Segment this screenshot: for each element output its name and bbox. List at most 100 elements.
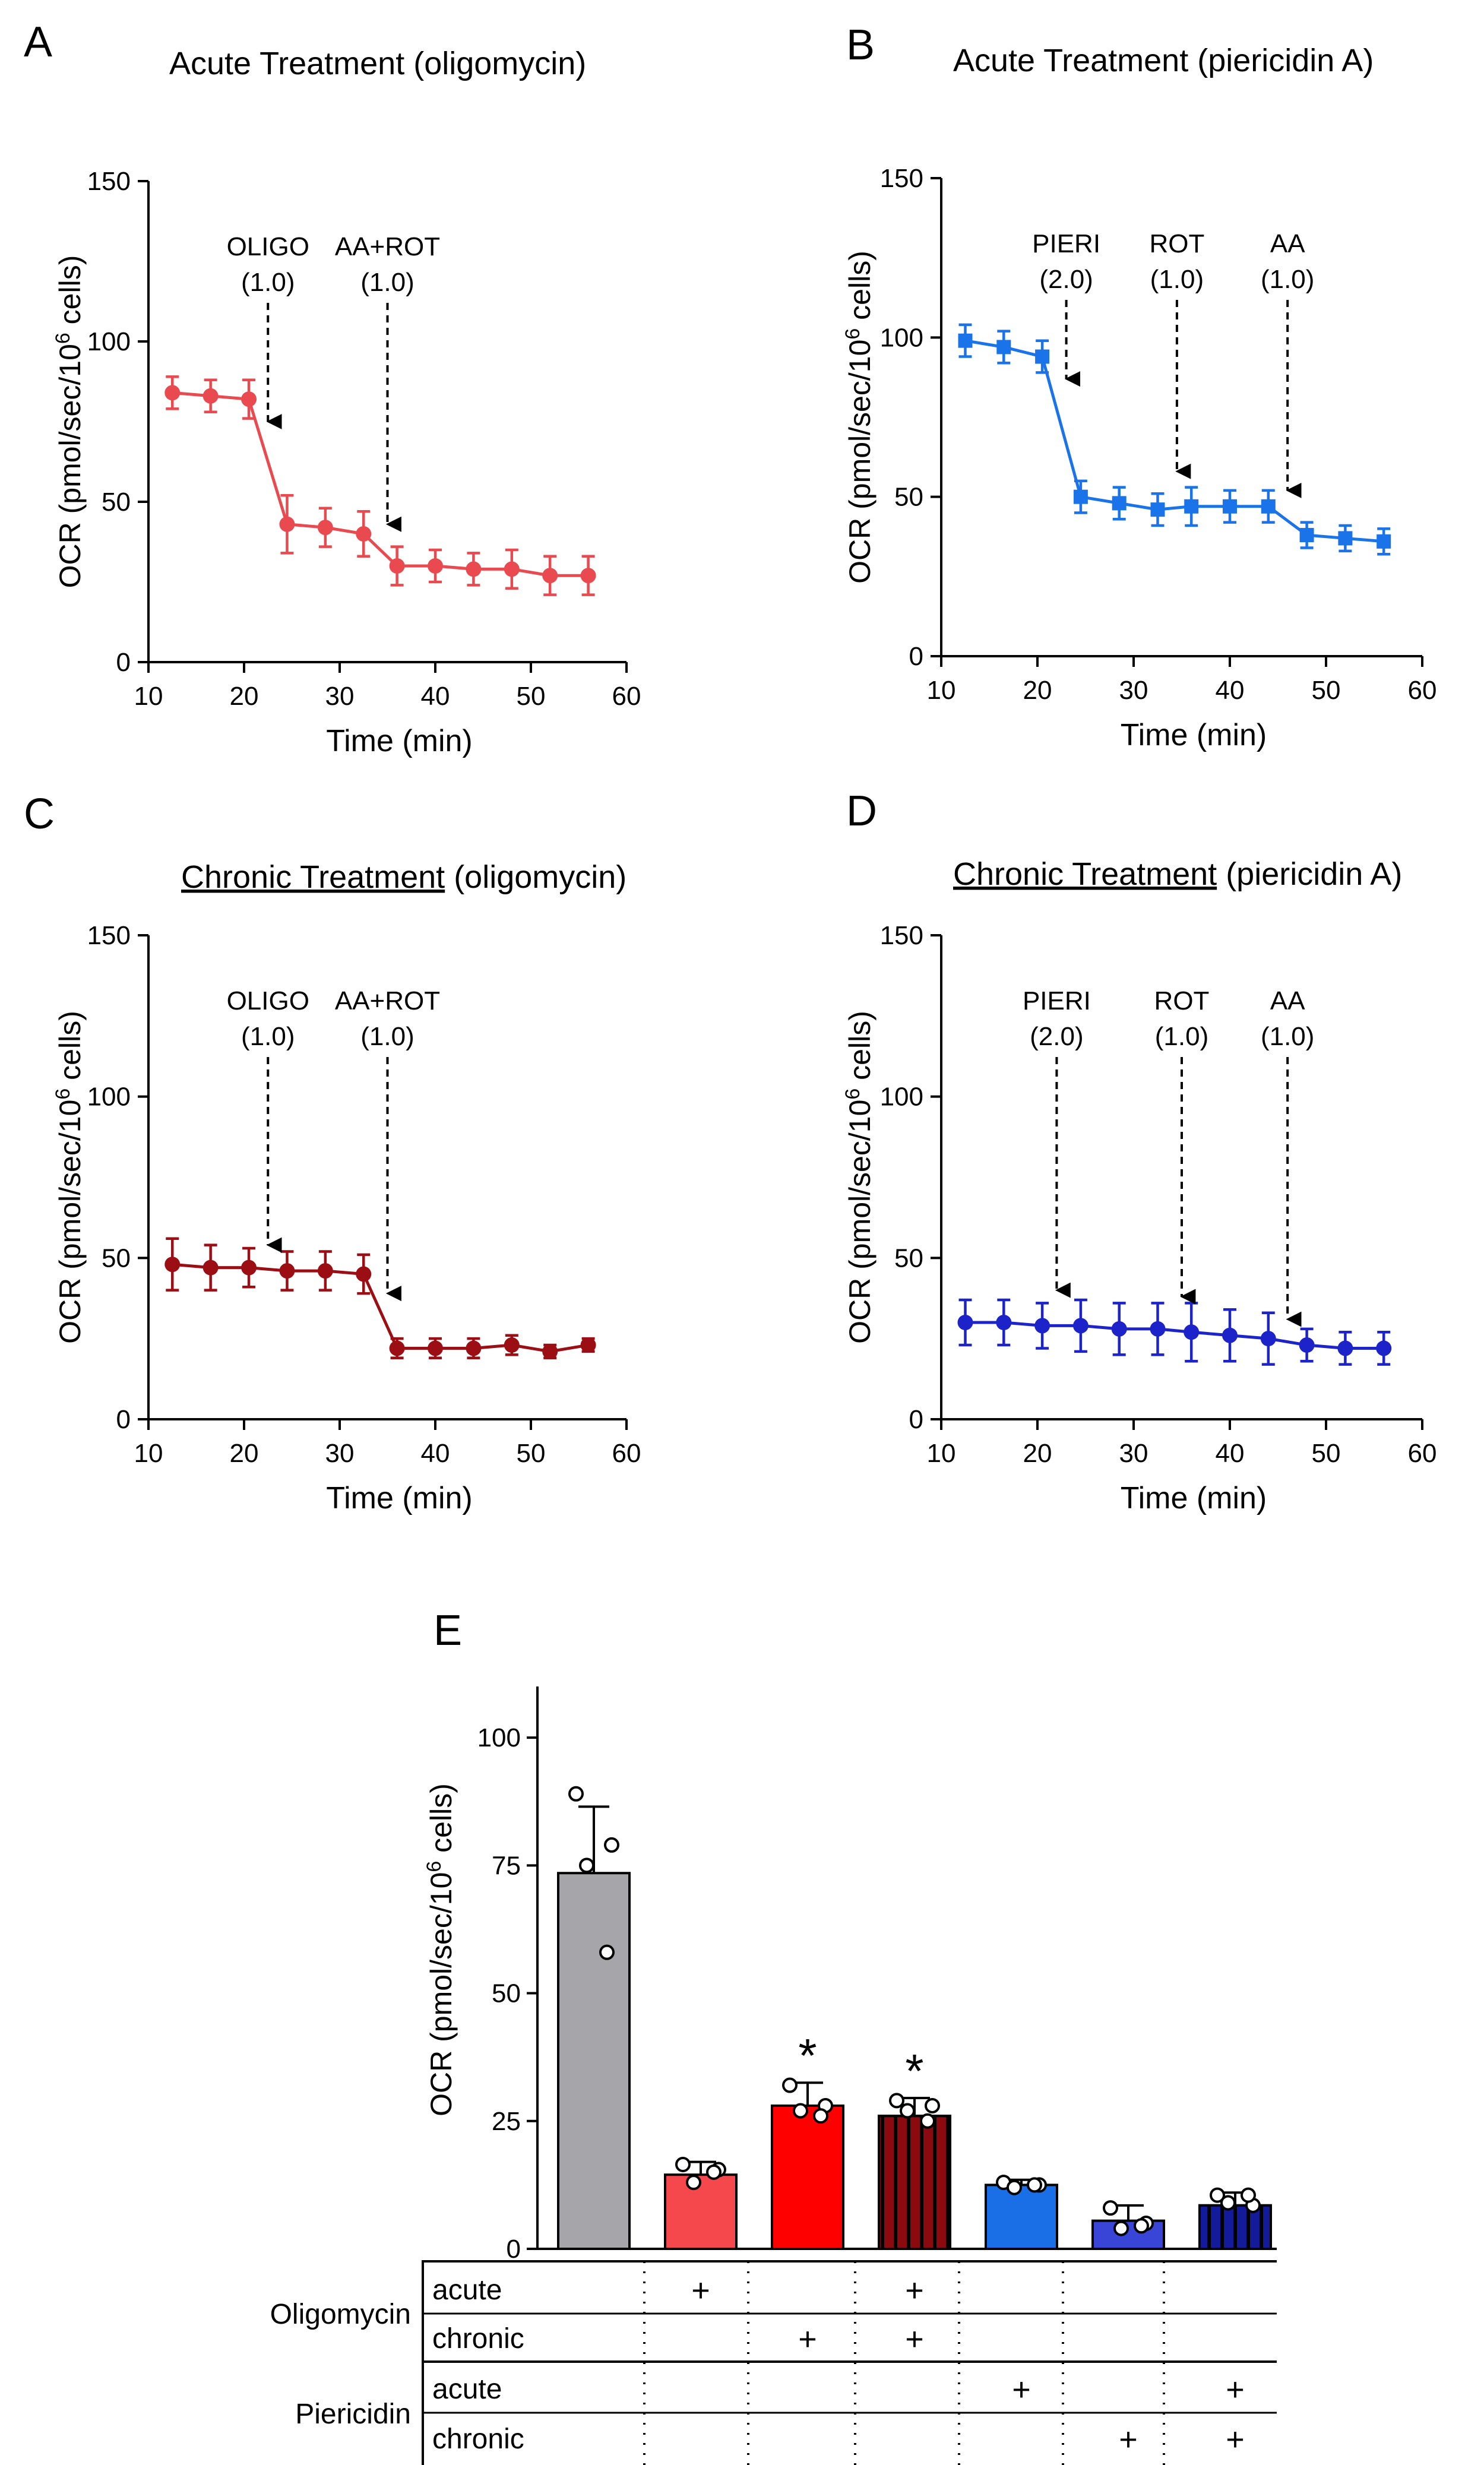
annotation-dose: (1.0) — [241, 1022, 295, 1051]
x-tick-label: 60 — [612, 1439, 641, 1468]
x-tick-label: 50 — [1312, 676, 1341, 705]
significance-star: * — [798, 2029, 817, 2082]
data-point — [428, 1340, 443, 1356]
annotation-dose: (1.0) — [1150, 265, 1204, 294]
replicate-point — [1103, 2200, 1118, 2216]
table-mark: + — [691, 2273, 710, 2308]
panel-title: Acute Treatment (oligomycin) — [169, 46, 586, 81]
table-mark: + — [905, 2321, 924, 2357]
replicate-point — [889, 2093, 904, 2109]
data-point — [1073, 489, 1088, 504]
x-tick-label: 40 — [421, 682, 450, 711]
panel-letter: E — [434, 1607, 462, 1654]
data-point — [580, 568, 596, 584]
y-axis-label: OCR (pmol/sec/106 cells) — [423, 1783, 458, 2116]
x-tick-label: 60 — [1408, 1439, 1437, 1468]
annotation-label: ROT — [1154, 986, 1210, 1015]
x-tick-label: 40 — [421, 1439, 450, 1468]
table-group-name: Oligomycin — [270, 2299, 411, 2330]
annotation-label: AA — [1270, 229, 1305, 258]
y-tick-label: 100 — [880, 323, 923, 352]
data-point — [1072, 1318, 1089, 1334]
annotation-dose: (1.0) — [1261, 265, 1314, 294]
table-row-label: acute — [432, 2374, 502, 2405]
data-point — [164, 385, 181, 401]
panel-e: E 0 25 50 75 100 OCR (pmol/sec/106 cells) * * — [423, 1607, 1277, 2264]
x-tick-label: 40 — [1216, 676, 1245, 705]
annotation-label: PIERI — [1032, 229, 1100, 258]
replicate-point — [1113, 2220, 1129, 2236]
table-group-name: Piericidin — [295, 2398, 411, 2430]
treatment-table: Oligomycin acute + + chronic + + Piericidin acut… — [270, 2260, 1277, 2465]
data-point — [1377, 534, 1391, 549]
panel-title: Chronic Treatment (piericidin A) — [953, 856, 1402, 892]
annotation-label: OLIGO — [227, 986, 309, 1015]
data-point — [1299, 528, 1314, 543]
replicate-point — [1241, 2187, 1256, 2203]
bar — [557, 1872, 631, 2251]
panel-letter: A — [24, 18, 52, 66]
replicate-point — [1220, 2195, 1236, 2211]
data-point — [996, 340, 1011, 355]
annotation-dose: (1.0) — [1261, 1022, 1314, 1051]
replicate-point — [604, 1837, 619, 1853]
data-point — [958, 333, 973, 348]
table-mark: + — [905, 2273, 924, 2308]
data-point — [1111, 1321, 1127, 1337]
y-tick-label: 100 — [87, 1083, 131, 1112]
y-axis-label: OCR (pmol/sec/106 cells) — [52, 255, 87, 588]
table-row-label: chronic — [432, 2423, 524, 2455]
panel-b: B Acute Treatment (piericidin A) 10 20 30 40 5… — [841, 21, 1436, 752]
x-tick-label: 10 — [927, 676, 956, 705]
y-axis-label: OCR (pmol/sec/106 cells) — [52, 1011, 87, 1344]
data-point — [957, 1315, 973, 1330]
data-point — [356, 1266, 372, 1282]
table-mark: + — [1226, 2372, 1245, 2407]
x-tick-label: 20 — [230, 1439, 259, 1468]
replicate-point — [920, 2113, 935, 2129]
bar — [771, 2104, 844, 2251]
data-point — [996, 1315, 1012, 1330]
panel-a: A Acute Treatment (oligomycin) 10 20 30 40 50 6… — [24, 18, 641, 758]
series-line — [172, 391, 588, 577]
panel-title-suffix: (oligomycin) — [404, 46, 586, 81]
data-point — [1184, 499, 1199, 514]
table-mark: + — [798, 2321, 817, 2357]
table-row-label: acute — [432, 2274, 502, 2306]
data-point — [317, 1263, 333, 1279]
y-tick-label: 50 — [102, 1243, 131, 1273]
replicate-point — [1210, 2187, 1225, 2203]
x-axis-label: Time (min) — [326, 724, 473, 758]
x-tick-label: 10 — [927, 1439, 956, 1468]
data-point — [164, 1257, 181, 1273]
x-tick-label: 20 — [1023, 1439, 1052, 1468]
x-tick-label: 30 — [1119, 1439, 1148, 1468]
data-point — [241, 391, 257, 407]
y-axis-label: OCR (pmol/sec/106 cells) — [841, 1011, 877, 1344]
y-tick-label: 50 — [492, 1979, 521, 2008]
y-tick-label: 0 — [909, 642, 923, 671]
y-tick-label: 0 — [507, 2235, 521, 2264]
x-tick-label: 10 — [134, 682, 163, 711]
y-tick-label: 0 — [116, 1405, 131, 1434]
data-point — [1112, 496, 1127, 511]
panel-title-prefix: Acute Treatment — [953, 43, 1188, 78]
data-point — [1035, 349, 1050, 364]
data-point — [504, 1337, 520, 1353]
data-point — [580, 1337, 596, 1353]
replicate-point — [686, 2175, 701, 2191]
y-tick-label: 100 — [880, 1083, 923, 1112]
y-tick-label: 25 — [492, 2107, 521, 2136]
data-point — [1338, 531, 1353, 546]
y-tick-label: 50 — [894, 483, 923, 512]
bar-stripes — [1198, 2204, 1272, 2251]
y-tick-label: 50 — [894, 1243, 923, 1273]
data-point — [428, 558, 443, 574]
x-tick-label: 30 — [325, 1439, 355, 1468]
x-tick-label: 60 — [1408, 676, 1437, 705]
y-tick-label: 0 — [116, 648, 131, 677]
replicate-point — [579, 1858, 594, 1874]
data-point — [504, 561, 520, 577]
panel-title-prefix: Chronic Treatment — [953, 856, 1217, 892]
annotation-dose: (1.0) — [1155, 1022, 1208, 1051]
